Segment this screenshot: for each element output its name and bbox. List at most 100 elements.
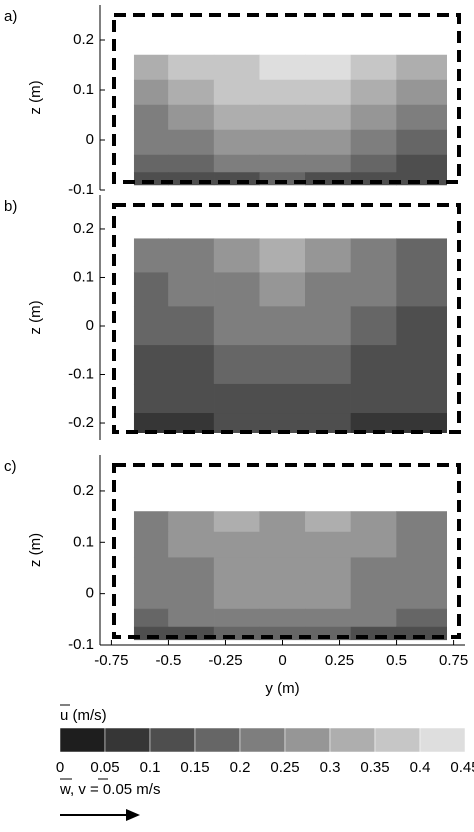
contour-cell (305, 272, 352, 307)
contour-cell (350, 272, 397, 307)
contour-cell (133, 583, 169, 610)
contour-cell (213, 345, 260, 385)
colorbar-swatch (149, 727, 196, 753)
contour-cell (350, 383, 397, 414)
contour-cell (396, 583, 447, 610)
colorbar-swatch (104, 727, 151, 753)
contour-cell (168, 608, 215, 628)
contour-cell (350, 413, 397, 433)
y-axis-label: z (m) (27, 300, 44, 334)
colorbar-swatch (284, 727, 331, 753)
contour-cell (350, 511, 397, 533)
contour-cell (213, 583, 260, 610)
contour-cell (305, 172, 352, 186)
contour-cell (350, 129, 397, 156)
contour-cell (259, 345, 306, 385)
contour-cell (259, 79, 306, 106)
contour-cell (305, 608, 352, 628)
x-tick-label: 0.75 (439, 652, 468, 669)
colorbar-swatch (239, 727, 286, 753)
colorbar-swatch (419, 727, 466, 753)
y-tick-label: -0.1 (68, 181, 94, 198)
contour-cell (213, 54, 260, 81)
colorbar-tick-label: 0.1 (140, 759, 161, 776)
contour-cell (305, 583, 352, 610)
contour-cell (305, 557, 352, 584)
contour-cell (305, 154, 352, 173)
y-tick-label: 0.1 (73, 268, 94, 285)
contour-cell (213, 154, 260, 173)
colorbar-swatch (59, 727, 106, 753)
contour-cell (305, 345, 352, 385)
contour-cell (168, 129, 215, 156)
contour-cell (259, 238, 306, 273)
contour-cell (213, 79, 260, 106)
contour-cell (305, 79, 352, 106)
x-tick-label: 0.25 (325, 652, 354, 669)
contour-cell (305, 531, 352, 558)
contour-cell (259, 608, 306, 628)
contour-cell (133, 608, 169, 628)
measurement-frame (112, 13, 461, 184)
contour-cell (168, 583, 215, 610)
contour-cell (259, 583, 306, 610)
contour-cell (168, 345, 215, 385)
contour-cell (133, 79, 169, 106)
x-tick-label: -0.75 (94, 652, 128, 669)
contour-cell (168, 306, 215, 346)
contour-cell (213, 608, 260, 628)
y-tick-label: 0.2 (73, 220, 94, 237)
measurement-frame (112, 463, 461, 639)
contour-cell (213, 104, 260, 131)
x-tick-label: -0.25 (208, 652, 242, 669)
colorbar-tick-label: 0.35 (360, 759, 389, 776)
contour-cell (133, 104, 169, 131)
contour-cell (350, 54, 397, 81)
contour-cell (396, 413, 447, 433)
y-tick-label: 0.2 (73, 482, 94, 499)
y-tick-label: 0 (86, 317, 94, 334)
colorbar-tick-label: 0.15 (180, 759, 209, 776)
contour-cell (305, 238, 352, 273)
contour-cell (305, 383, 352, 414)
contour-cell (396, 511, 447, 533)
colorbar-tick-label: 0.25 (270, 759, 299, 776)
contour-cell (259, 511, 306, 533)
contour-cell (168, 383, 215, 414)
contour-cell (396, 238, 447, 273)
contour-cell (259, 531, 306, 558)
panel-label: a) (4, 8, 17, 25)
contour-cell (168, 54, 215, 81)
reference-label: w, v = 0.05 m/s (59, 781, 160, 798)
contour-cell (396, 345, 447, 385)
colorbar-tick-label: 0.2 (230, 759, 251, 776)
contour-cell (259, 557, 306, 584)
contour-cell (133, 238, 169, 273)
contour-cell (396, 154, 447, 173)
contour-cell (168, 511, 215, 533)
panel-label: b) (4, 198, 17, 215)
contour-cell (259, 129, 306, 156)
colorbar-tick-label: 0.05 (90, 759, 119, 776)
contour-cell (168, 413, 215, 433)
x-tick-label: 0 (278, 652, 286, 669)
contour-cell (133, 557, 169, 584)
contour-cell (213, 306, 260, 346)
colorbar-tick-label: 0.45 (450, 759, 474, 776)
colorbar-tick-label: 0.3 (320, 759, 341, 776)
contour-cell (259, 383, 306, 414)
y-tick-label: -0.2 (68, 414, 94, 431)
contour-cell (350, 557, 397, 584)
contour-cell (133, 345, 169, 385)
x-axis-label: y (m) (265, 680, 299, 697)
contour-cell (305, 306, 352, 346)
contour-cell (396, 129, 447, 156)
contour-cell (350, 345, 397, 385)
contour-cell (259, 54, 306, 81)
colorbar-swatch (194, 727, 241, 753)
contour-cell (213, 238, 260, 273)
contour-cell (168, 79, 215, 106)
x-tick-label: -0.5 (156, 652, 182, 669)
contour-cell (133, 154, 169, 173)
